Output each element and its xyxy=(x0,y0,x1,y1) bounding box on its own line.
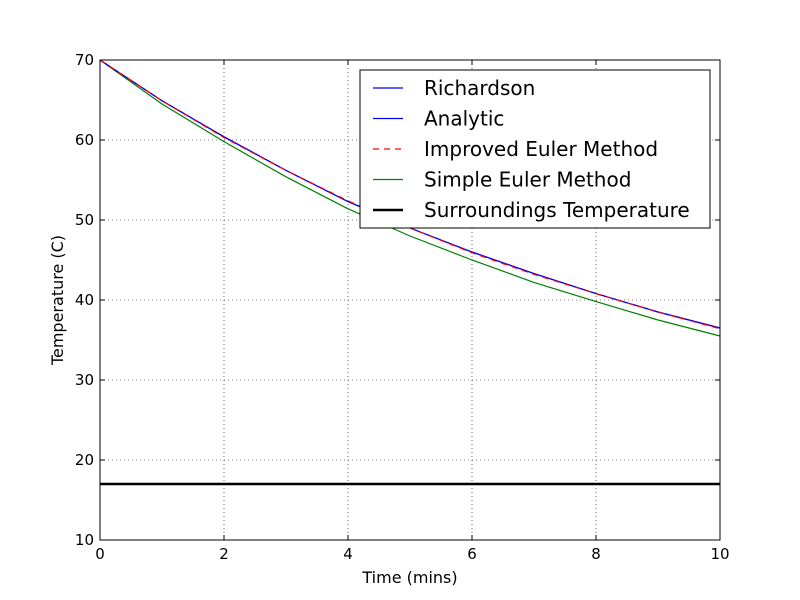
legend-box xyxy=(359,69,711,229)
x-tick-label: 6 xyxy=(467,545,477,563)
axis-ticks: 0 2 4 6 8 10 10 20 30 40 50 60 70 xyxy=(75,51,730,563)
y-tick-label: 20 xyxy=(75,451,94,469)
x-axis-label: Time (mins) xyxy=(361,568,457,587)
y-tick-label: 50 xyxy=(75,211,94,229)
legend-label-simple-euler-method: Simple Euler Method xyxy=(424,168,631,192)
x-tick-label: 10 xyxy=(710,545,729,563)
series-line-simple-euler-method xyxy=(99,59,721,337)
y-tick-label: 60 xyxy=(75,131,94,149)
x-tick-label: 2 xyxy=(219,545,229,563)
legend-label-surroundings-temperature: Surroundings Temperature xyxy=(424,198,690,222)
y-tick-label: 40 xyxy=(75,291,94,309)
y-tick-label: 70 xyxy=(75,51,94,69)
legend-label-improved-euler-method: Improved Euler Method xyxy=(424,137,658,161)
y-axis-label: Temperature (C) xyxy=(48,235,67,366)
x-tick-label: 8 xyxy=(591,545,601,563)
y-tick-label: 30 xyxy=(75,371,94,389)
legend-label-analytic: Analytic xyxy=(424,107,504,131)
x-tick-label: 0 xyxy=(95,545,105,563)
legend-label-richardson: Richardson xyxy=(424,76,535,100)
legend: Richardson Analytic Improved Euler Method S… xyxy=(359,69,711,229)
legend-items: Richardson Analytic Improved Euler Method S… xyxy=(373,76,690,222)
x-tick-label: 4 xyxy=(343,545,353,563)
y-tick-label: 10 xyxy=(75,531,94,549)
